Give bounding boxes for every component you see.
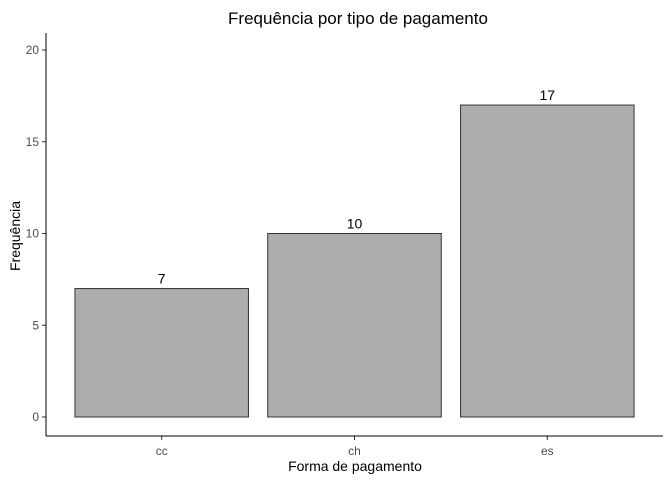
bar-label-cc: 7 bbox=[158, 271, 166, 287]
bar-es bbox=[460, 104, 635, 418]
y-tick-label-0: 0 bbox=[32, 410, 39, 424]
y-axis-title: Frequência bbox=[7, 201, 23, 271]
x-axis-ticks: cc ch es bbox=[156, 436, 554, 458]
chart-title: Frequência por tipo de pagamento bbox=[228, 9, 488, 28]
bar-cc bbox=[74, 288, 249, 418]
y-tick-label-15: 15 bbox=[26, 135, 40, 149]
x-tick-label-cc: cc bbox=[156, 444, 168, 458]
bars bbox=[74, 104, 635, 418]
y-tick-label-20: 20 bbox=[26, 43, 40, 57]
bar-data-labels: 7 10 17 bbox=[158, 87, 556, 286]
x-tick-label-ch: ch bbox=[348, 444, 361, 458]
y-axis-ticks: 0 5 10 15 20 bbox=[26, 43, 46, 424]
y-tick-label-5: 5 bbox=[32, 318, 39, 332]
x-axis-title: Forma de pagamento bbox=[288, 458, 422, 474]
y-tick-label-10: 10 bbox=[26, 227, 40, 241]
bar-label-ch: 10 bbox=[347, 216, 363, 232]
bar-label-es: 17 bbox=[540, 87, 556, 103]
bar-ch bbox=[267, 233, 442, 418]
x-tick-label-es: es bbox=[541, 444, 554, 458]
